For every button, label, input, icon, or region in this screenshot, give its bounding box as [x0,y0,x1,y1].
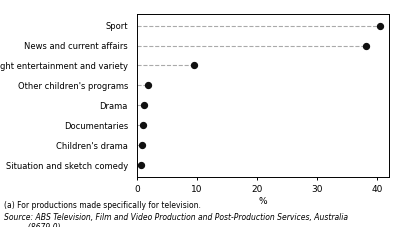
Text: Source: ABS Television, Film and Video Production and Post-Production Services, : Source: ABS Television, Film and Video P… [4,213,348,222]
Text: (a) For productions made specifically for television.: (a) For productions made specifically fo… [4,201,201,210]
Point [145,84,151,87]
Point [363,44,370,47]
Point [191,64,197,67]
Point [377,24,383,27]
Point [139,143,145,147]
X-axis label: %: % [259,197,267,206]
Point [140,123,146,127]
Point [138,163,145,167]
Point [141,104,147,107]
Text: (8679.0).: (8679.0). [4,223,63,227]
